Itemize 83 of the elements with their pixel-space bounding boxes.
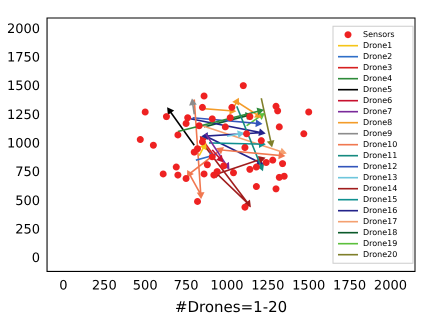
point <box>162 113 170 120</box>
point <box>194 145 202 152</box>
point <box>194 198 202 205</box>
point <box>200 92 208 100</box>
legend-label: Drone14 <box>363 184 398 193</box>
legend-label: Drone3 <box>363 62 392 72</box>
point <box>216 147 224 154</box>
y-tick-label: 0 <box>32 251 40 266</box>
point <box>279 160 286 168</box>
x-tick-label: 2000 <box>374 278 408 294</box>
x-tick-label: 1250 <box>251 278 284 294</box>
y-tick-label: 1000 <box>6 136 40 152</box>
point <box>258 128 266 136</box>
legend-label: Drone15 <box>363 194 398 204</box>
x-tick-label: 250 <box>92 278 117 294</box>
x-tick-label: 1000 <box>210 278 244 294</box>
legend-label: Drone8 <box>363 118 392 127</box>
point <box>182 120 190 127</box>
point <box>241 144 248 152</box>
legend-label: Drone9 <box>363 128 392 138</box>
y-tick-label: 1750 <box>6 50 40 66</box>
point <box>172 164 180 171</box>
y-tick-label: 1250 <box>6 108 40 123</box>
point <box>276 174 283 181</box>
point <box>240 82 247 90</box>
y-tick-label: 500 <box>15 194 40 209</box>
legend-label: Drone11 <box>363 150 398 160</box>
x-tick-label: 500 <box>132 278 158 294</box>
point <box>222 123 229 130</box>
x-tick-label: 1500 <box>292 278 326 294</box>
point <box>300 130 308 138</box>
point <box>196 122 203 130</box>
point <box>184 114 192 122</box>
point <box>228 104 236 111</box>
point <box>276 123 283 130</box>
point <box>252 183 260 190</box>
y-tick-label: 250 <box>15 222 40 238</box>
legend-label: Drone17 <box>363 216 398 226</box>
point <box>208 115 216 122</box>
legend-label: Drone16 <box>363 206 398 215</box>
legend-label: Drone18 <box>363 228 398 237</box>
point <box>150 142 157 149</box>
legend-label: Drone7 <box>363 106 392 116</box>
point <box>230 169 237 176</box>
legend-label: Sensors <box>363 30 395 39</box>
point <box>182 175 190 182</box>
point <box>272 185 280 192</box>
legend-label: Drone1 <box>363 40 392 50</box>
point <box>200 170 208 178</box>
x-tick-label: 750 <box>174 278 198 294</box>
x-tick-label: 0 <box>59 278 68 294</box>
x-tick-label: 1750 <box>333 278 366 294</box>
x-axis-title: #Drones=1-20 <box>174 298 288 316</box>
legend-label: Drone13 <box>363 172 398 182</box>
point <box>226 114 234 122</box>
y-tick-label: 1500 <box>6 79 40 94</box>
legend-label: Drone12 <box>363 162 398 171</box>
point <box>274 107 282 114</box>
legend-label: Drone4 <box>363 74 392 83</box>
point <box>174 131 182 138</box>
point <box>246 166 254 173</box>
legend-label: Drone5 <box>363 84 392 94</box>
point <box>136 136 144 144</box>
legend-label: Drone20 <box>363 250 398 259</box>
point <box>196 192 205 200</box>
y-tick-label: 2000 <box>6 22 40 37</box>
point <box>160 170 167 178</box>
point <box>243 130 250 138</box>
point <box>198 104 206 111</box>
point <box>269 156 276 164</box>
point <box>214 168 221 176</box>
point <box>204 161 211 168</box>
point <box>241 204 248 211</box>
legend-label: Drone19 <box>363 238 398 248</box>
point <box>305 108 312 116</box>
point <box>262 158 270 166</box>
point <box>232 98 240 106</box>
y-tick-label: 750 <box>15 165 40 180</box>
legend-label: Drone10 <box>363 140 398 149</box>
legend-label: Drone6 <box>363 96 392 105</box>
point <box>142 108 149 116</box>
point <box>174 172 182 179</box>
legend-label: Drone2 <box>363 52 392 61</box>
